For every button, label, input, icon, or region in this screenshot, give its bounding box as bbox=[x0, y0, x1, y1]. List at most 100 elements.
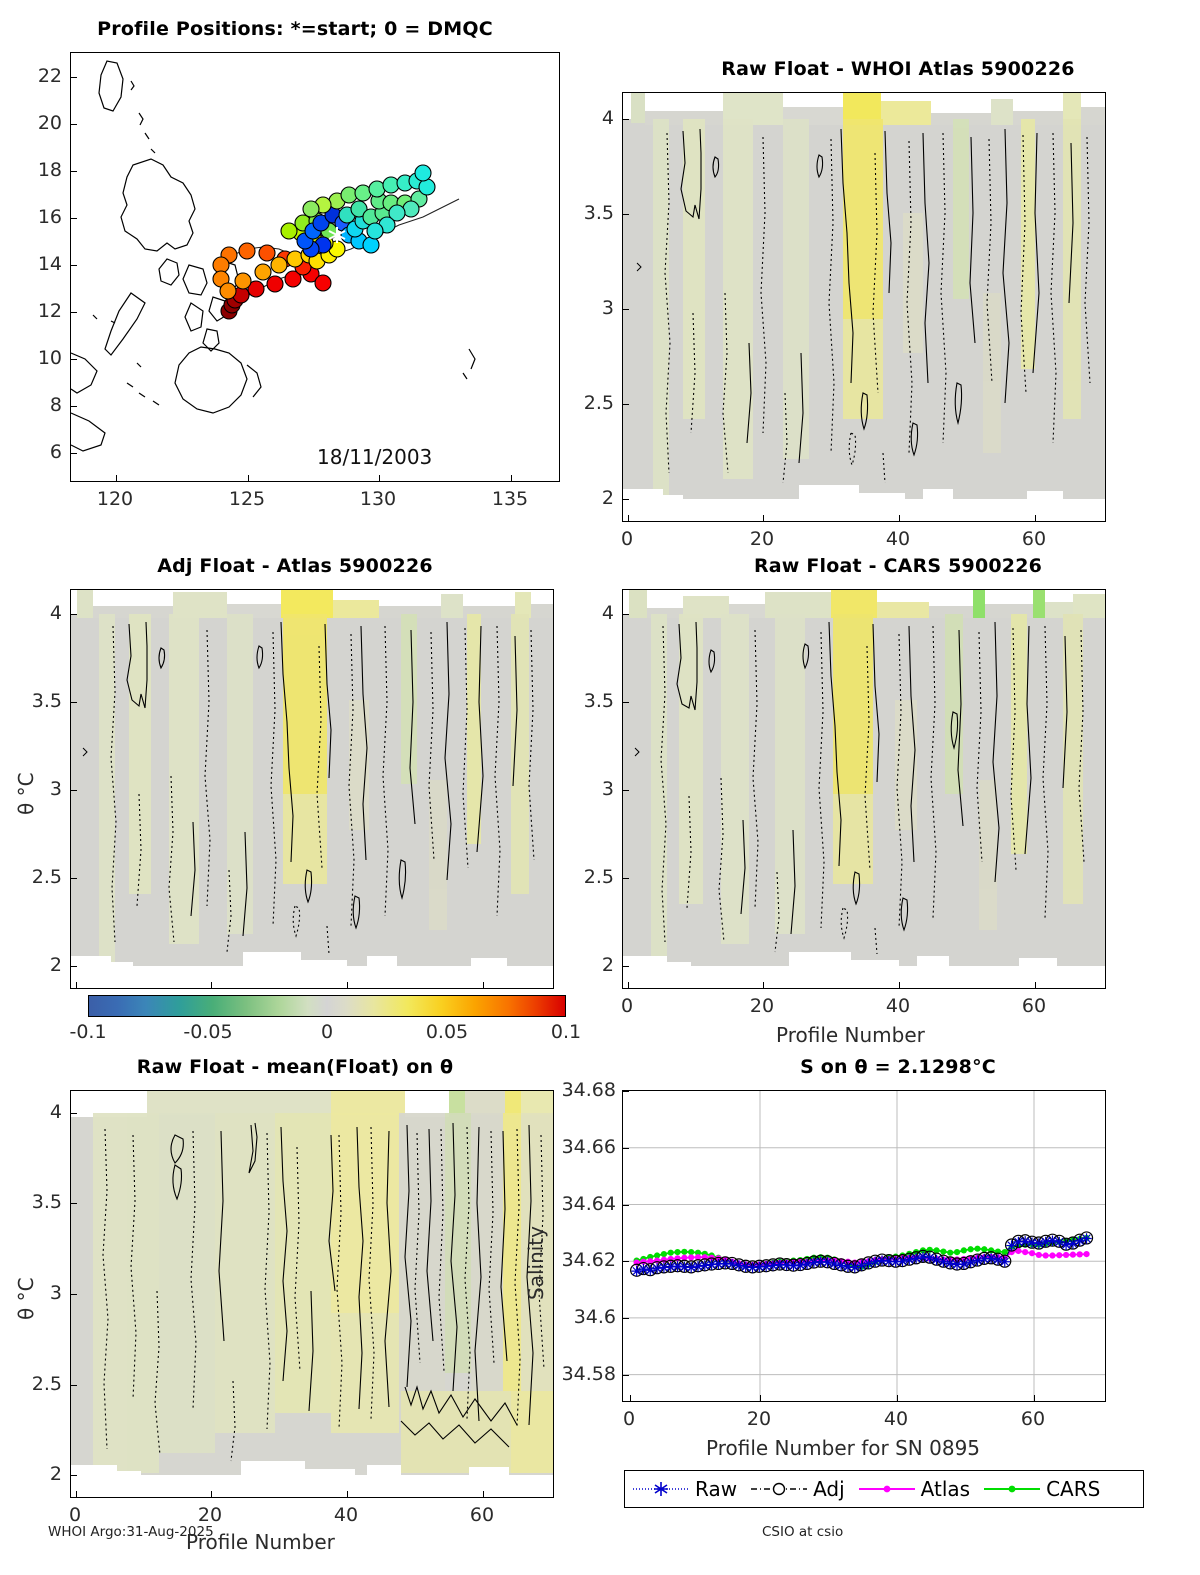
contour-ylabel: θ °C bbox=[14, 772, 38, 815]
map-date-label: 18/11/2003 bbox=[317, 445, 433, 469]
salinity-xtick-label: 40 bbox=[883, 1408, 909, 1430]
contour-xtick-label: 40 bbox=[885, 528, 911, 550]
contour-panel-adj-atlas: Adj Float - Atlas 5900226 bbox=[0, 545, 590, 1035]
salinity-xtick bbox=[760, 1395, 761, 1401]
contour-xtick bbox=[211, 982, 212, 988]
salinity-ytick bbox=[623, 1374, 629, 1376]
contour-ytick bbox=[71, 614, 77, 615]
contour-ytick bbox=[71, 1294, 77, 1295]
colorbar-gradient bbox=[88, 995, 566, 1017]
contour-xtick bbox=[763, 982, 764, 988]
salinity-xtick-label: 60 bbox=[1020, 1408, 1046, 1430]
salinity-panel-title: S on θ = 2.1298°C bbox=[800, 1056, 996, 1078]
map-ytick-label: 8 bbox=[49, 394, 62, 416]
contour-xtick bbox=[628, 982, 629, 988]
salinity-ytick-label: 34.64 bbox=[561, 1193, 616, 1215]
salinity-ytick-label: 34.58 bbox=[561, 1363, 616, 1385]
contour-panel-title: Adj Float - Atlas 5900226 bbox=[157, 555, 433, 577]
legend-item-cars[interactable]: CARS bbox=[976, 1477, 1106, 1501]
salinity-plot bbox=[623, 1091, 1105, 1401]
salinity-xtick bbox=[630, 1395, 631, 1401]
contour-ytick bbox=[71, 1113, 77, 1114]
contour-panel-title: Raw Float - CARS 5900226 bbox=[753, 555, 1043, 577]
footer-left: WHOI Argo:31-Aug-2025 bbox=[48, 1524, 214, 1540]
contour-ytick-label: 2.5 bbox=[583, 866, 614, 888]
contour-panel-title: Raw Float - mean(Float) on θ bbox=[136, 1056, 454, 1078]
contour-ytick-label: 4 bbox=[601, 107, 614, 129]
contour-field bbox=[623, 590, 1105, 988]
contour-xtick-label: 20 bbox=[749, 995, 775, 1017]
legend-swatch-atlas bbox=[858, 1485, 915, 1493]
legend-swatch-cars bbox=[984, 1485, 1041, 1493]
salinity-series-panel: S on θ = 2.1298°C 34.58 34.6 bbox=[524, 1048, 1200, 1508]
contour-ytick-label: 2 bbox=[49, 954, 62, 976]
legend-item-adj[interactable]: Adj bbox=[743, 1477, 851, 1501]
contour-ytick-label: 4 bbox=[601, 602, 614, 624]
map-ytick bbox=[71, 218, 77, 219]
contour-field bbox=[71, 1091, 553, 1497]
contour-xtick-label: 60 bbox=[1021, 995, 1047, 1017]
contour-xtick bbox=[628, 515, 629, 521]
salinity-series-group bbox=[630, 1231, 1094, 1277]
salinity-xtick bbox=[897, 1395, 898, 1401]
salinity-ytick bbox=[623, 1147, 629, 1149]
contour-ytick bbox=[71, 1203, 77, 1204]
salinity-ytick bbox=[623, 1204, 629, 1206]
contour-xtick-label: 20 bbox=[197, 1504, 223, 1526]
contour-ytick bbox=[71, 702, 77, 703]
contour-xtick-label: 60 bbox=[1021, 528, 1047, 550]
colorbar-tick-label: 0.1 bbox=[550, 1021, 582, 1043]
contour-ytick bbox=[623, 790, 629, 791]
contour-xtick-label: 20 bbox=[749, 528, 775, 550]
map-ytick-label: 6 bbox=[49, 441, 62, 463]
salinity-ytick bbox=[623, 1261, 629, 1263]
colorbar-tick-label: -0.1 bbox=[69, 1021, 107, 1043]
contour-xtick-label: 60 bbox=[469, 1504, 495, 1526]
salinity-ytick bbox=[623, 1317, 629, 1319]
contour-ytick bbox=[623, 214, 629, 215]
map-xtick-label: 130 bbox=[359, 488, 397, 510]
contour-ytick bbox=[623, 966, 629, 967]
map-panel: Profile Positions: *=start; 0 = DMQC bbox=[0, 0, 590, 510]
contour-ytick-label: 3.5 bbox=[583, 202, 614, 224]
contour-xtick bbox=[347, 1491, 348, 1497]
contour-xtick bbox=[763, 515, 764, 521]
salinity-legend: Raw Adj Atlas CARS bbox=[624, 1470, 1144, 1508]
map-ytick bbox=[71, 453, 77, 454]
salinity-ytick-label: 34.6 bbox=[573, 1306, 616, 1328]
contour-ytick bbox=[71, 1385, 77, 1386]
contour-ytick bbox=[623, 404, 629, 405]
contour-xtick-label: 0 bbox=[620, 995, 634, 1017]
legend-swatch-raw bbox=[633, 1482, 689, 1496]
map-canvas bbox=[71, 60, 476, 452]
contour-ytick bbox=[623, 614, 629, 615]
map-ytick bbox=[71, 312, 77, 313]
contour-axes bbox=[622, 92, 1106, 522]
salinity-ytick-label: 34.68 bbox=[561, 1079, 616, 1101]
contour-ytick bbox=[623, 309, 629, 310]
contour-field bbox=[623, 93, 1105, 521]
contour-xtick bbox=[1035, 982, 1036, 988]
contour-ytick bbox=[623, 878, 629, 879]
map-xtick-label: 120 bbox=[96, 488, 134, 510]
contour-ylabel: θ °C bbox=[14, 1277, 38, 1320]
contour-xtick bbox=[347, 982, 348, 988]
map-ytick-label: 20 bbox=[37, 112, 62, 134]
contour-field bbox=[71, 590, 553, 988]
legend-item-atlas[interactable]: Atlas bbox=[851, 1477, 976, 1501]
contour-xlabel: Profile Number bbox=[186, 1530, 335, 1554]
colorbar-panel: -0.1 -0.05 0 0.05 0.1 bbox=[0, 995, 590, 1045]
contour-axes bbox=[622, 589, 1106, 989]
contour-ytick-label: 3 bbox=[601, 297, 614, 319]
contour-axes bbox=[70, 589, 554, 989]
salinity-xtick bbox=[1034, 1395, 1035, 1401]
contour-ytick-label: 2 bbox=[601, 487, 614, 509]
contour-xtick-label: 0 bbox=[68, 1504, 82, 1526]
map-ytick-label: 18 bbox=[37, 159, 62, 181]
contour-ytick-label: 3.5 bbox=[31, 1191, 62, 1213]
legend-item-raw[interactable]: Raw bbox=[625, 1477, 743, 1501]
contour-ytick bbox=[71, 966, 77, 967]
map-xtick bbox=[379, 475, 380, 481]
contour-ytick-label: 3.5 bbox=[31, 690, 62, 712]
map-xtick-label: 135 bbox=[491, 488, 529, 510]
